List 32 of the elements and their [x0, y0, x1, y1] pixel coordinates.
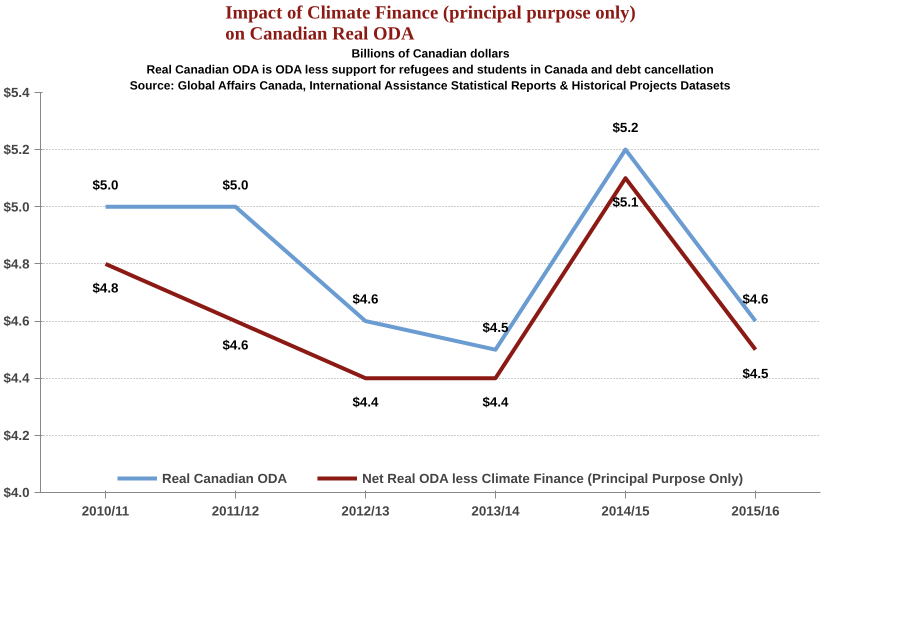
- data-label: $5.2: [612, 120, 638, 136]
- data-label: $4.5: [742, 366, 770, 382]
- data-label: $5.0: [222, 177, 248, 192]
- x-tick-label: 2015/16: [731, 504, 780, 518]
- y-tick-label: $4.0: [4, 485, 30, 500]
- data-label: $4.8: [92, 280, 118, 296]
- legend-label: Real Canadian ODA: [162, 470, 288, 486]
- x-tick-label: 2014/15: [601, 504, 650, 518]
- y-tick-label: $5.2: [4, 142, 30, 158]
- chart-title: Impact of Climate Finance (principal purpose only) on Canadian Real ODA: [225, 2, 636, 44]
- legend-label: Net Real ODA less Climate Finance (Principal Purpose Only): [362, 470, 744, 486]
- data-label: $4.4: [352, 394, 380, 410]
- x-tick-label: 2012/13: [341, 504, 390, 518]
- data-label: $5.1: [612, 194, 640, 210]
- x-tick-label: 2010/11: [82, 504, 130, 518]
- y-tick-label: $4.2: [4, 428, 30, 443]
- y-tick-label: $5.4: [4, 85, 30, 100]
- annotation: Source: Global Affairs Canada, International Assistance Statistical Reports & Historical Projects Datasets: [130, 78, 731, 92]
- text: Real Canadian ODA is ODA less support for refugees and students in Canada and debt cancellation: [146, 62, 714, 76]
- chart-subtitle: Billions of Canadian dollars: [351, 46, 510, 60]
- data-label: $4.6: [742, 292, 768, 307]
- y-tick-label: $4.6: [4, 314, 30, 329]
- y-tick-label: $4.4: [4, 370, 30, 386]
- y-tick-label: $5.0: [4, 199, 30, 214]
- data-label: $4.6: [222, 338, 248, 353]
- y-tick-label: $4.8: [4, 256, 30, 272]
- x-tick-label: 2013/14: [471, 504, 520, 518]
- x-tick-label: 2011/12: [212, 504, 260, 518]
- data-label: $4.6: [352, 292, 378, 307]
- data-label: $5.0: [92, 177, 118, 192]
- data-label: $4.4: [482, 394, 510, 410]
- data-label: $4.5: [482, 320, 510, 336]
